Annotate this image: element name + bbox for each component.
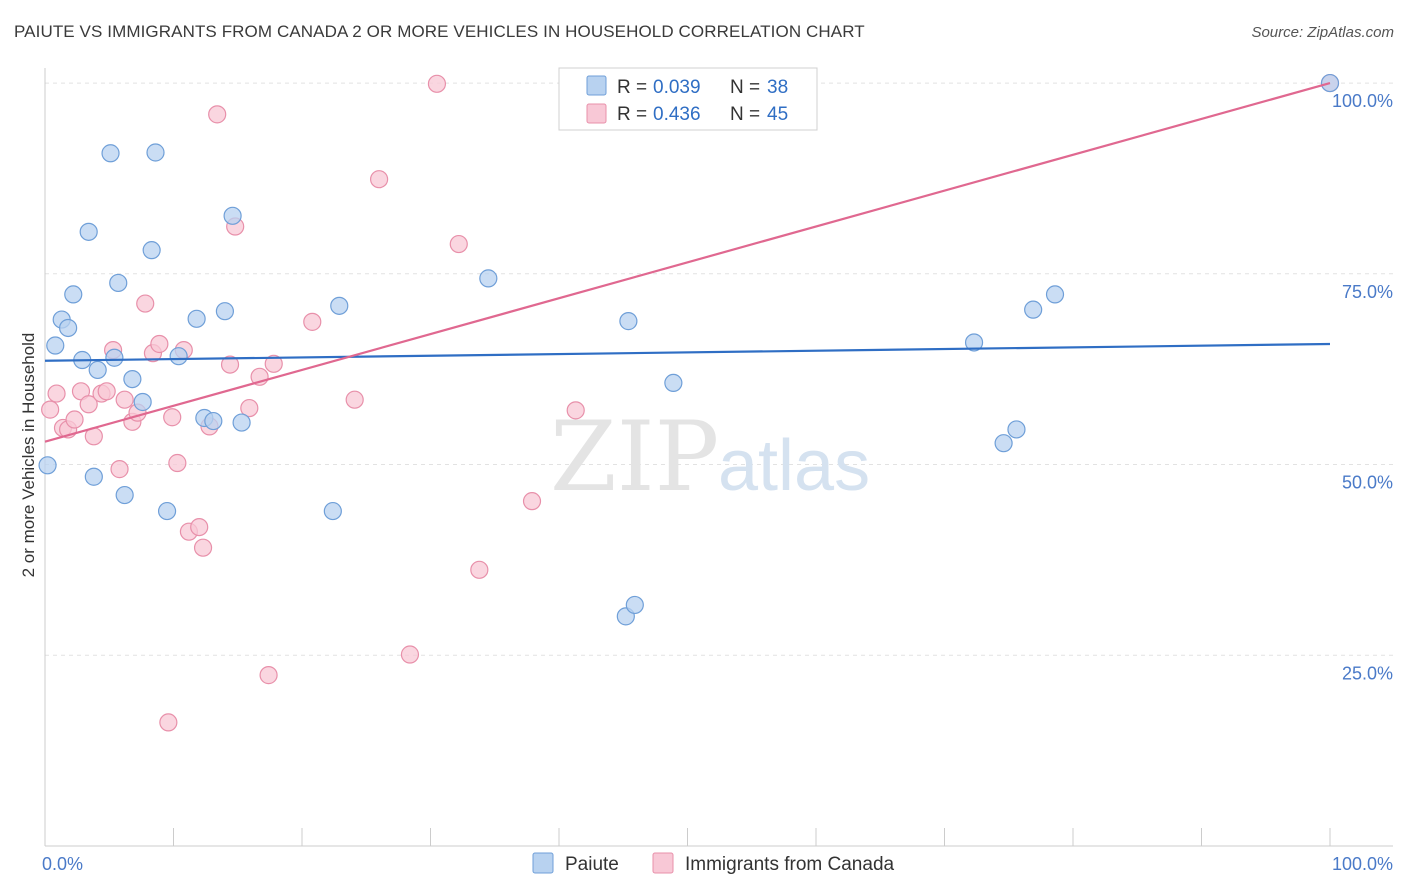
point-paiute: [187, 309, 206, 328]
point-paiute: [204, 411, 223, 431]
point-paiute: [115, 485, 134, 505]
point-paiute: [123, 369, 142, 389]
point-canada: [115, 390, 134, 409]
point-paiute: [330, 296, 349, 315]
point-paiute: [232, 413, 251, 432]
point-canada: [264, 354, 283, 373]
series-immigrants-from-canada: [41, 73, 1340, 732]
point-paiute: [79, 222, 98, 241]
point-canada: [97, 382, 116, 401]
point-paiute: [101, 144, 120, 163]
point-paiute: [105, 348, 124, 367]
point-paiute: [46, 336, 65, 355]
chart-title: PAIUTE VS IMMIGRANTS FROM CANADA 2 OR MO…: [14, 22, 865, 41]
point-paiute: [964, 333, 984, 352]
legend-n-label-canada: N =: [730, 104, 760, 125]
point-paiute: [169, 347, 188, 366]
point-canada: [345, 390, 364, 409]
point-paiute: [619, 312, 638, 331]
legend-n-label-paiute: N =: [730, 77, 760, 98]
point-canada: [220, 355, 240, 374]
watermark: ZIP atlas: [550, 401, 870, 513]
point-paiute: [157, 501, 177, 521]
series-legend: Paiute Immigrants from Canada: [532, 852, 895, 875]
stats-legend: R = 0.039 N = 38 R = 0.436 N = 45: [558, 67, 818, 131]
y-tick-label: 50.0%: [1342, 473, 1393, 493]
point-paiute: [59, 318, 78, 338]
legend-swatch-paiute: [586, 75, 607, 96]
watermark-zip: ZIP: [550, 401, 719, 513]
trend-line-paiute: [44, 342, 1331, 362]
x-tick-label: 100.0%: [1332, 854, 1393, 874]
point-paiute: [84, 467, 103, 486]
source-label: Source: ZipAtlas.com: [1251, 24, 1394, 41]
point-canada: [303, 312, 322, 331]
point-paiute: [664, 373, 683, 393]
series-legend-label-canada: Immigrants from Canada: [685, 854, 895, 875]
point-canada: [240, 398, 259, 418]
point-canada: [110, 460, 129, 479]
y-tick-label: 25.0%: [1342, 663, 1393, 683]
legend-r-label-canada: R =: [617, 104, 647, 125]
point-paiute: [146, 143, 165, 162]
point-paiute: [142, 241, 161, 260]
point-paiute: [88, 360, 107, 380]
point-paiute: [1024, 300, 1043, 319]
point-paiute: [109, 273, 128, 293]
point-paiute: [323, 501, 342, 521]
point-canada: [449, 234, 468, 254]
grid-lines: [45, 82, 1393, 656]
point-canada: [522, 492, 542, 511]
point-canada: [163, 408, 182, 427]
point-canada: [65, 410, 84, 429]
point-canada: [193, 538, 213, 557]
legend-n-value-canada: 45: [767, 104, 788, 125]
point-canada: [370, 170, 389, 189]
y-axis-label: 2 or more Vehicles in Household: [19, 333, 38, 578]
legend-r-value-canada: 0.436: [653, 104, 701, 125]
series-paiute: [38, 73, 1340, 626]
x-tick-label: 0.0%: [42, 854, 83, 874]
point-canada: [470, 560, 489, 579]
point-canada: [208, 105, 227, 124]
point-canada: [47, 384, 66, 403]
point-paiute: [1045, 285, 1065, 304]
point-paiute: [64, 285, 83, 304]
trend-lines: [44, 82, 1331, 443]
point-paiute: [994, 434, 1013, 453]
x-tick-labels: 0.0% 100.0%: [42, 854, 1393, 874]
point-paiute: [223, 206, 242, 225]
series-legend-label-paiute: Paiute: [565, 854, 619, 875]
point-canada: [159, 713, 178, 732]
y-tick-labels: 25.0% 50.0% 75.0% 100.0%: [1332, 91, 1393, 683]
point-paiute: [38, 456, 57, 475]
legend-r-value-paiute: 0.039: [653, 77, 701, 98]
watermark-atlas: atlas: [718, 426, 870, 506]
point-canada: [427, 74, 447, 93]
point-canada: [400, 645, 420, 664]
legend-r-label-paiute: R =: [617, 77, 647, 98]
point-canada: [259, 666, 278, 685]
y-tick-label: 100.0%: [1332, 91, 1393, 111]
point-paiute: [479, 269, 498, 288]
point-canada: [150, 334, 169, 354]
series-legend-swatch-canada: [652, 852, 674, 874]
point-paiute: [1007, 420, 1026, 439]
point-canada: [190, 517, 209, 537]
point-paiute: [133, 392, 152, 412]
point-canada: [168, 453, 187, 473]
trend-line-canada: [44, 82, 1331, 443]
point-canada: [79, 395, 98, 414]
point-canada: [41, 400, 60, 419]
legend-n-value-paiute: 38: [767, 77, 788, 98]
legend-swatch-canada: [586, 103, 607, 124]
point-paiute: [215, 302, 234, 321]
point-canada: [566, 401, 585, 420]
y-tick-label: 75.0%: [1342, 282, 1393, 302]
series-legend-swatch-paiute: [532, 852, 554, 874]
point-canada: [136, 294, 155, 313]
point-paiute: [625, 595, 644, 615]
